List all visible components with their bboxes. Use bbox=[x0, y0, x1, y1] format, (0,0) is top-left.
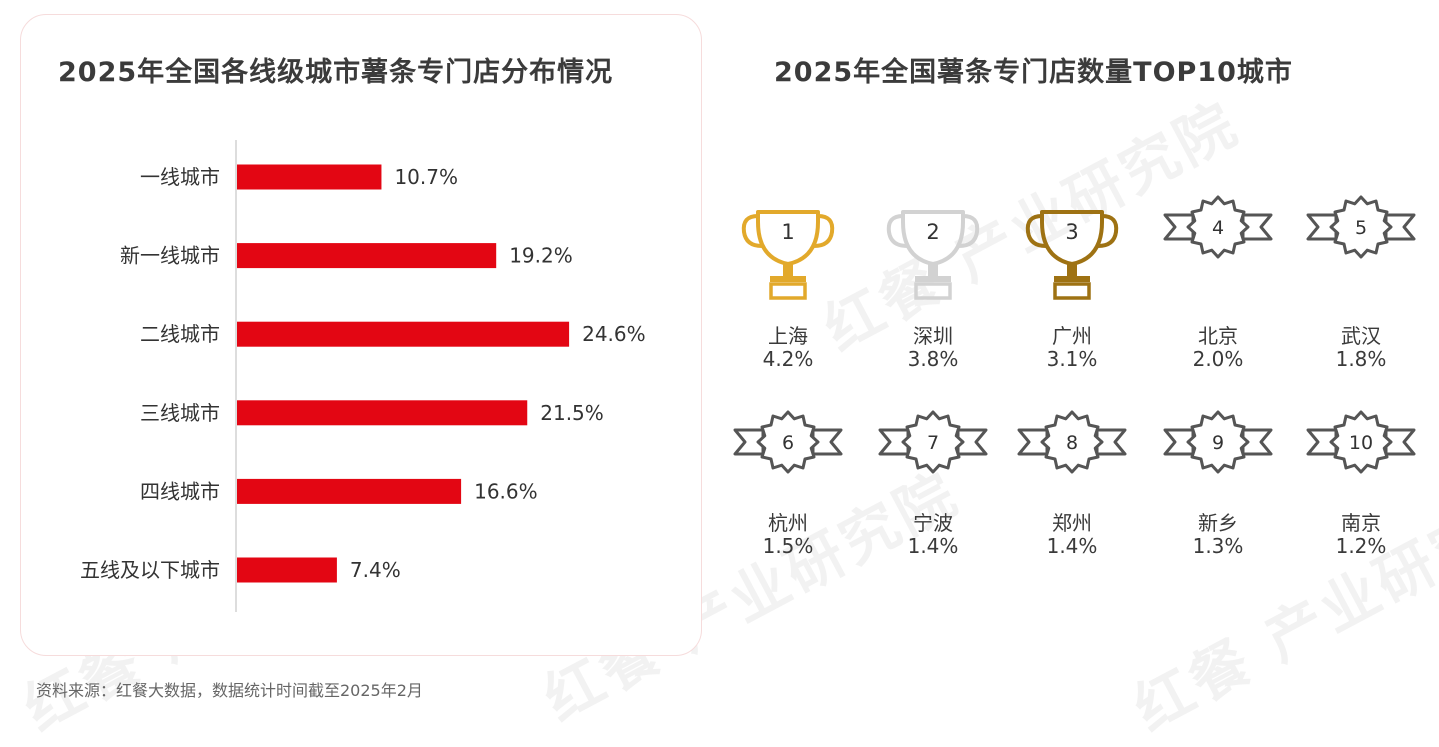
svg-text:2: 2 bbox=[926, 220, 939, 244]
right-panel-title: 2025年全国薯条专门店数量TOP10城市 bbox=[774, 57, 1293, 88]
rank-badge-icon: 4 bbox=[1163, 193, 1273, 267]
city-share: 1.3% bbox=[1192, 534, 1244, 558]
source-footnote: 资料来源：红餐大数据，数据统计时间截至2025年2月 bbox=[36, 681, 423, 700]
value-label: 16.6% bbox=[474, 479, 538, 503]
bar bbox=[237, 400, 528, 426]
city-name: 北京 bbox=[1198, 324, 1238, 348]
city-share: 1.2% bbox=[1335, 534, 1387, 558]
bar bbox=[237, 557, 337, 583]
category-label: 三线城市 bbox=[140, 401, 220, 425]
city-name: 深圳 bbox=[913, 324, 953, 348]
value-label: 24.6% bbox=[582, 322, 646, 346]
city-share: 1.8% bbox=[1335, 347, 1387, 371]
bar bbox=[237, 478, 462, 504]
rank-badge-icon: 9 bbox=[1163, 408, 1273, 482]
city-name: 郑州 bbox=[1052, 511, 1092, 535]
trophy-icon: 2 bbox=[883, 200, 983, 304]
svg-text:8: 8 bbox=[1066, 432, 1078, 454]
trophy-icon: 1 bbox=[738, 200, 838, 304]
svg-text:5: 5 bbox=[1355, 217, 1367, 239]
svg-text:1: 1 bbox=[781, 220, 794, 244]
svg-text:10: 10 bbox=[1349, 432, 1373, 454]
watermark: 红餐 产业研究院 bbox=[1123, 468, 1439, 744]
bar bbox=[237, 243, 497, 269]
bar-chart: 一线城市 10.7% 新一线城市 19.2% 二线城市 24.6% 三线城市 21.5% 四线城… bbox=[80, 140, 646, 612]
svg-text:4: 4 bbox=[1212, 217, 1224, 239]
svg-text:9: 9 bbox=[1212, 432, 1224, 454]
city-share: 2.0% bbox=[1192, 347, 1244, 371]
svg-text:3: 3 bbox=[1065, 220, 1078, 244]
city-name: 杭州 bbox=[768, 511, 808, 535]
category-label: 五线及以下城市 bbox=[80, 558, 220, 582]
trophy-icon: 3 bbox=[1022, 200, 1122, 304]
rank-badge-icon: 5 bbox=[1306, 193, 1416, 267]
city-share: 1.4% bbox=[1046, 534, 1098, 558]
city-name: 南京 bbox=[1341, 511, 1381, 535]
city-name: 新乡 bbox=[1198, 511, 1238, 535]
city-share: 1.4% bbox=[907, 534, 959, 558]
city-share: 1.5% bbox=[762, 534, 814, 558]
city-share: 3.8% bbox=[907, 347, 959, 371]
rank-badge-icon: 7 bbox=[878, 408, 988, 482]
bar bbox=[237, 164, 382, 190]
rank-badge-icon: 6 bbox=[733, 408, 843, 482]
category-label: 新一线城市 bbox=[120, 244, 220, 268]
value-label: 7.4% bbox=[350, 558, 401, 582]
city-name: 武汉 bbox=[1341, 324, 1381, 348]
category-label: 四线城市 bbox=[140, 479, 220, 503]
city-share: 4.2% bbox=[762, 347, 814, 371]
value-label: 10.7% bbox=[394, 165, 458, 189]
svg-text:6: 6 bbox=[782, 432, 794, 454]
city-name: 宁波 bbox=[913, 511, 953, 535]
category-label: 一线城市 bbox=[140, 165, 220, 189]
value-label: 21.5% bbox=[540, 401, 604, 425]
left-chart-title: 2025年全国各线级城市薯条专门店分布情况 bbox=[58, 57, 614, 88]
svg-text:7: 7 bbox=[927, 432, 939, 454]
rank-badge-icon: 10 bbox=[1306, 408, 1416, 482]
city-name: 上海 bbox=[768, 324, 808, 348]
bar bbox=[237, 321, 570, 347]
city-share: 3.1% bbox=[1046, 347, 1098, 371]
category-label: 二线城市 bbox=[140, 322, 220, 346]
value-label: 19.2% bbox=[509, 244, 573, 268]
city-name: 广州 bbox=[1052, 324, 1092, 348]
rank-badge-icon: 8 bbox=[1017, 408, 1127, 482]
